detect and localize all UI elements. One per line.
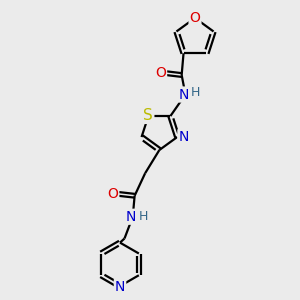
Text: S: S <box>143 108 153 123</box>
Text: N: N <box>179 88 189 101</box>
Text: N: N <box>178 130 189 144</box>
Text: N: N <box>115 280 125 294</box>
Text: O: O <box>107 187 118 201</box>
Text: H: H <box>139 210 148 223</box>
Text: N: N <box>126 210 136 224</box>
Text: O: O <box>155 66 166 80</box>
Text: H: H <box>191 86 201 99</box>
Text: O: O <box>190 11 200 25</box>
